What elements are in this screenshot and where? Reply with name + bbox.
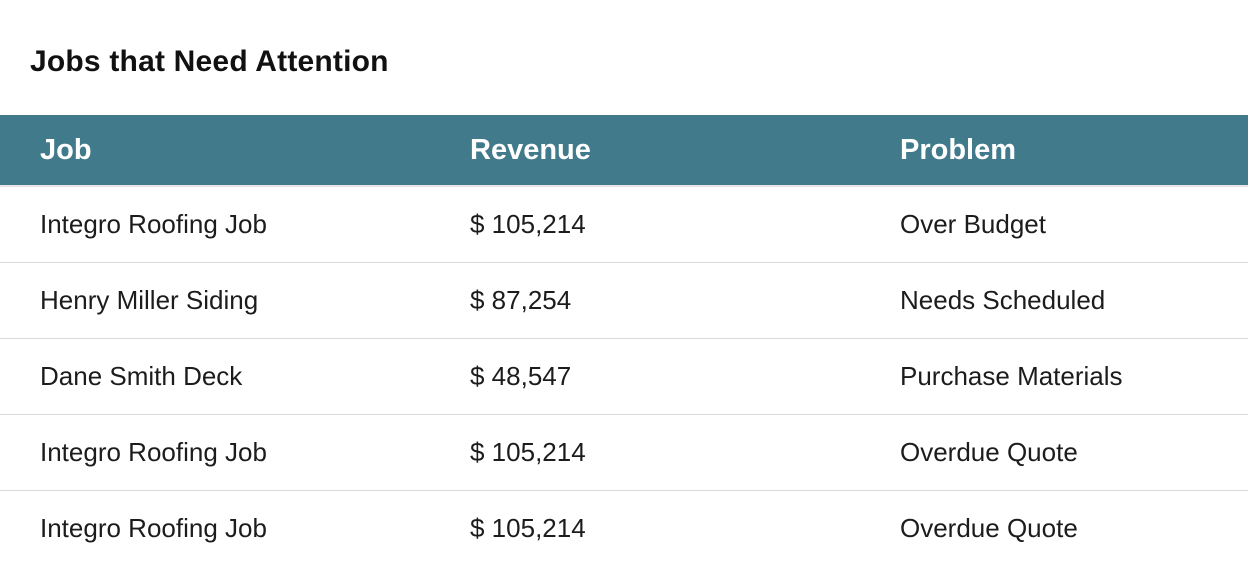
jobs-table: Job Revenue Problem Integro Roofing Job … — [0, 115, 1248, 566]
table-row[interactable]: Integro Roofing Job $ 105,214 Over Budge… — [0, 187, 1248, 263]
job-cell: Dane Smith Deck — [40, 361, 243, 391]
table-row[interactable]: Dane Smith Deck $ 48,547 Purchase Materi… — [0, 339, 1248, 415]
table-row[interactable]: Henry Miller Siding $ 87,254 Needs Sched… — [0, 263, 1248, 339]
problem-cell: Purchase Materials — [900, 361, 1123, 391]
revenue-cell: $ 87,254 — [470, 285, 572, 315]
table-row[interactable]: Integro Roofing Job $ 105,214 Overdue Qu… — [0, 415, 1248, 491]
problem-cell: Overdue Quote — [900, 437, 1078, 467]
revenue-cell: $ 105,214 — [470, 437, 586, 467]
revenue-cell: $ 48,547 — [470, 361, 572, 391]
table-header: Job Revenue Problem — [0, 115, 1248, 187]
column-header-job: Job — [40, 134, 92, 166]
problem-cell: Overdue Quote — [900, 513, 1078, 543]
job-cell: Integro Roofing Job — [40, 513, 267, 543]
revenue-cell: $ 105,214 — [470, 513, 586, 543]
column-header-problem: Problem — [900, 134, 1017, 166]
job-cell: Integro Roofing Job — [40, 437, 267, 467]
problem-cell: Needs Scheduled — [900, 285, 1106, 315]
job-cell: Integro Roofing Job — [40, 209, 267, 239]
revenue-cell: $ 105,214 — [470, 209, 586, 239]
problem-cell: Over Budget — [900, 209, 1046, 239]
panel-title: Jobs that Need Attention — [30, 45, 389, 78]
table-row[interactable]: Integro Roofing Job $ 105,214 Overdue Qu… — [0, 491, 1248, 566]
column-header-revenue: Revenue — [470, 134, 591, 166]
job-cell: Henry Miller Siding — [40, 285, 259, 315]
